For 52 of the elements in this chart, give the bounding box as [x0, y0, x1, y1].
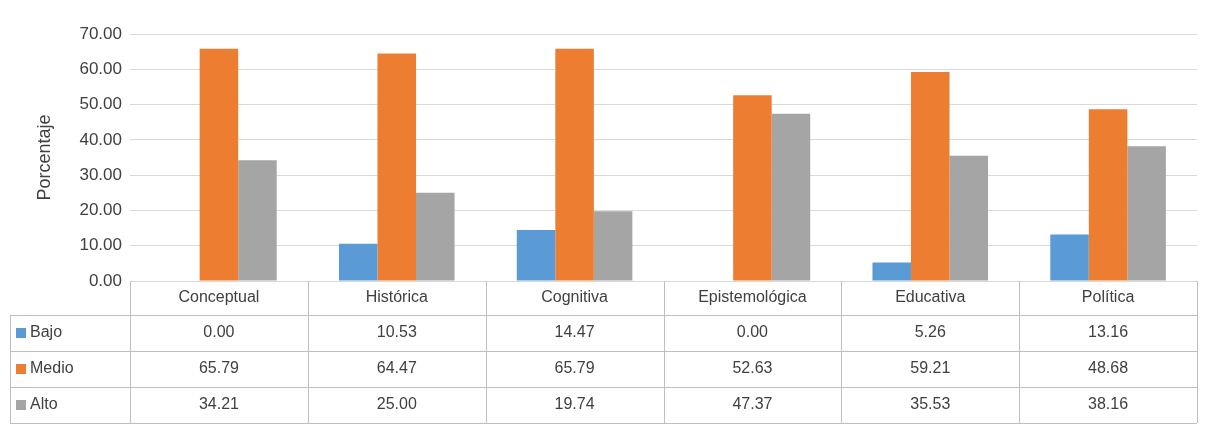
bar — [593, 211, 633, 281]
text: 13.16 — [1088, 323, 1129, 341]
bar — [1127, 146, 1166, 281]
text: 64.47 — [376, 359, 417, 377]
x-tick-label: Histórica — [365, 288, 428, 306]
x-tick-label: Política — [1081, 288, 1135, 306]
bar — [238, 160, 277, 281]
y-tick-label: 70.00 — [79, 23, 122, 43]
bar — [338, 243, 378, 281]
bar — [949, 155, 989, 281]
legend-label: Bajo — [30, 323, 63, 341]
bar — [416, 192, 455, 281]
bar — [733, 95, 772, 281]
text: 14.47 — [554, 323, 595, 341]
text: 34.21 — [198, 395, 239, 413]
y-tick-label: 20.00 — [79, 200, 122, 220]
legend-label: Alto — [30, 395, 58, 413]
bar — [555, 48, 594, 281]
text: 65.79 — [198, 359, 239, 377]
x-tick-label: Cognitiva — [541, 288, 609, 306]
text: 25.00 — [376, 395, 417, 413]
text: 59.21 — [910, 359, 951, 377]
y-tick-label: 50.00 — [79, 94, 122, 114]
text: 19.74 — [554, 395, 595, 413]
x-tick-label: Conceptual — [178, 288, 260, 306]
y-tick-label: 60.00 — [79, 58, 122, 78]
y-tick-label: 40.00 — [79, 129, 122, 149]
legend-label: Medio — [30, 359, 74, 377]
y-axis-title: Porcentaje — [33, 114, 54, 201]
y-tick-label: 10.00 — [79, 235, 122, 255]
text: 0.00 — [736, 323, 768, 341]
bar — [199, 48, 239, 281]
x-tick-label: Educativa — [895, 288, 966, 306]
bar — [377, 53, 417, 281]
text: 0.00 — [203, 323, 235, 341]
text: 35.53 — [910, 395, 951, 413]
x-tick-label: Epistemológica — [698, 288, 807, 306]
bar — [1088, 109, 1128, 281]
bar — [771, 113, 811, 281]
text: 38.16 — [1088, 395, 1129, 413]
text: 52.63 — [732, 359, 773, 377]
text: 10.53 — [376, 323, 417, 341]
bar — [516, 229, 556, 281]
text: 5.26 — [914, 323, 946, 341]
text: 47.37 — [732, 395, 773, 413]
bar — [910, 72, 950, 281]
bar — [872, 262, 911, 281]
y-tick-label: 30.00 — [79, 164, 122, 184]
bar — [1050, 234, 1089, 281]
y-tick-label: 0.00 — [88, 270, 122, 290]
text: 65.79 — [554, 359, 595, 377]
text: 48.68 — [1088, 359, 1129, 377]
